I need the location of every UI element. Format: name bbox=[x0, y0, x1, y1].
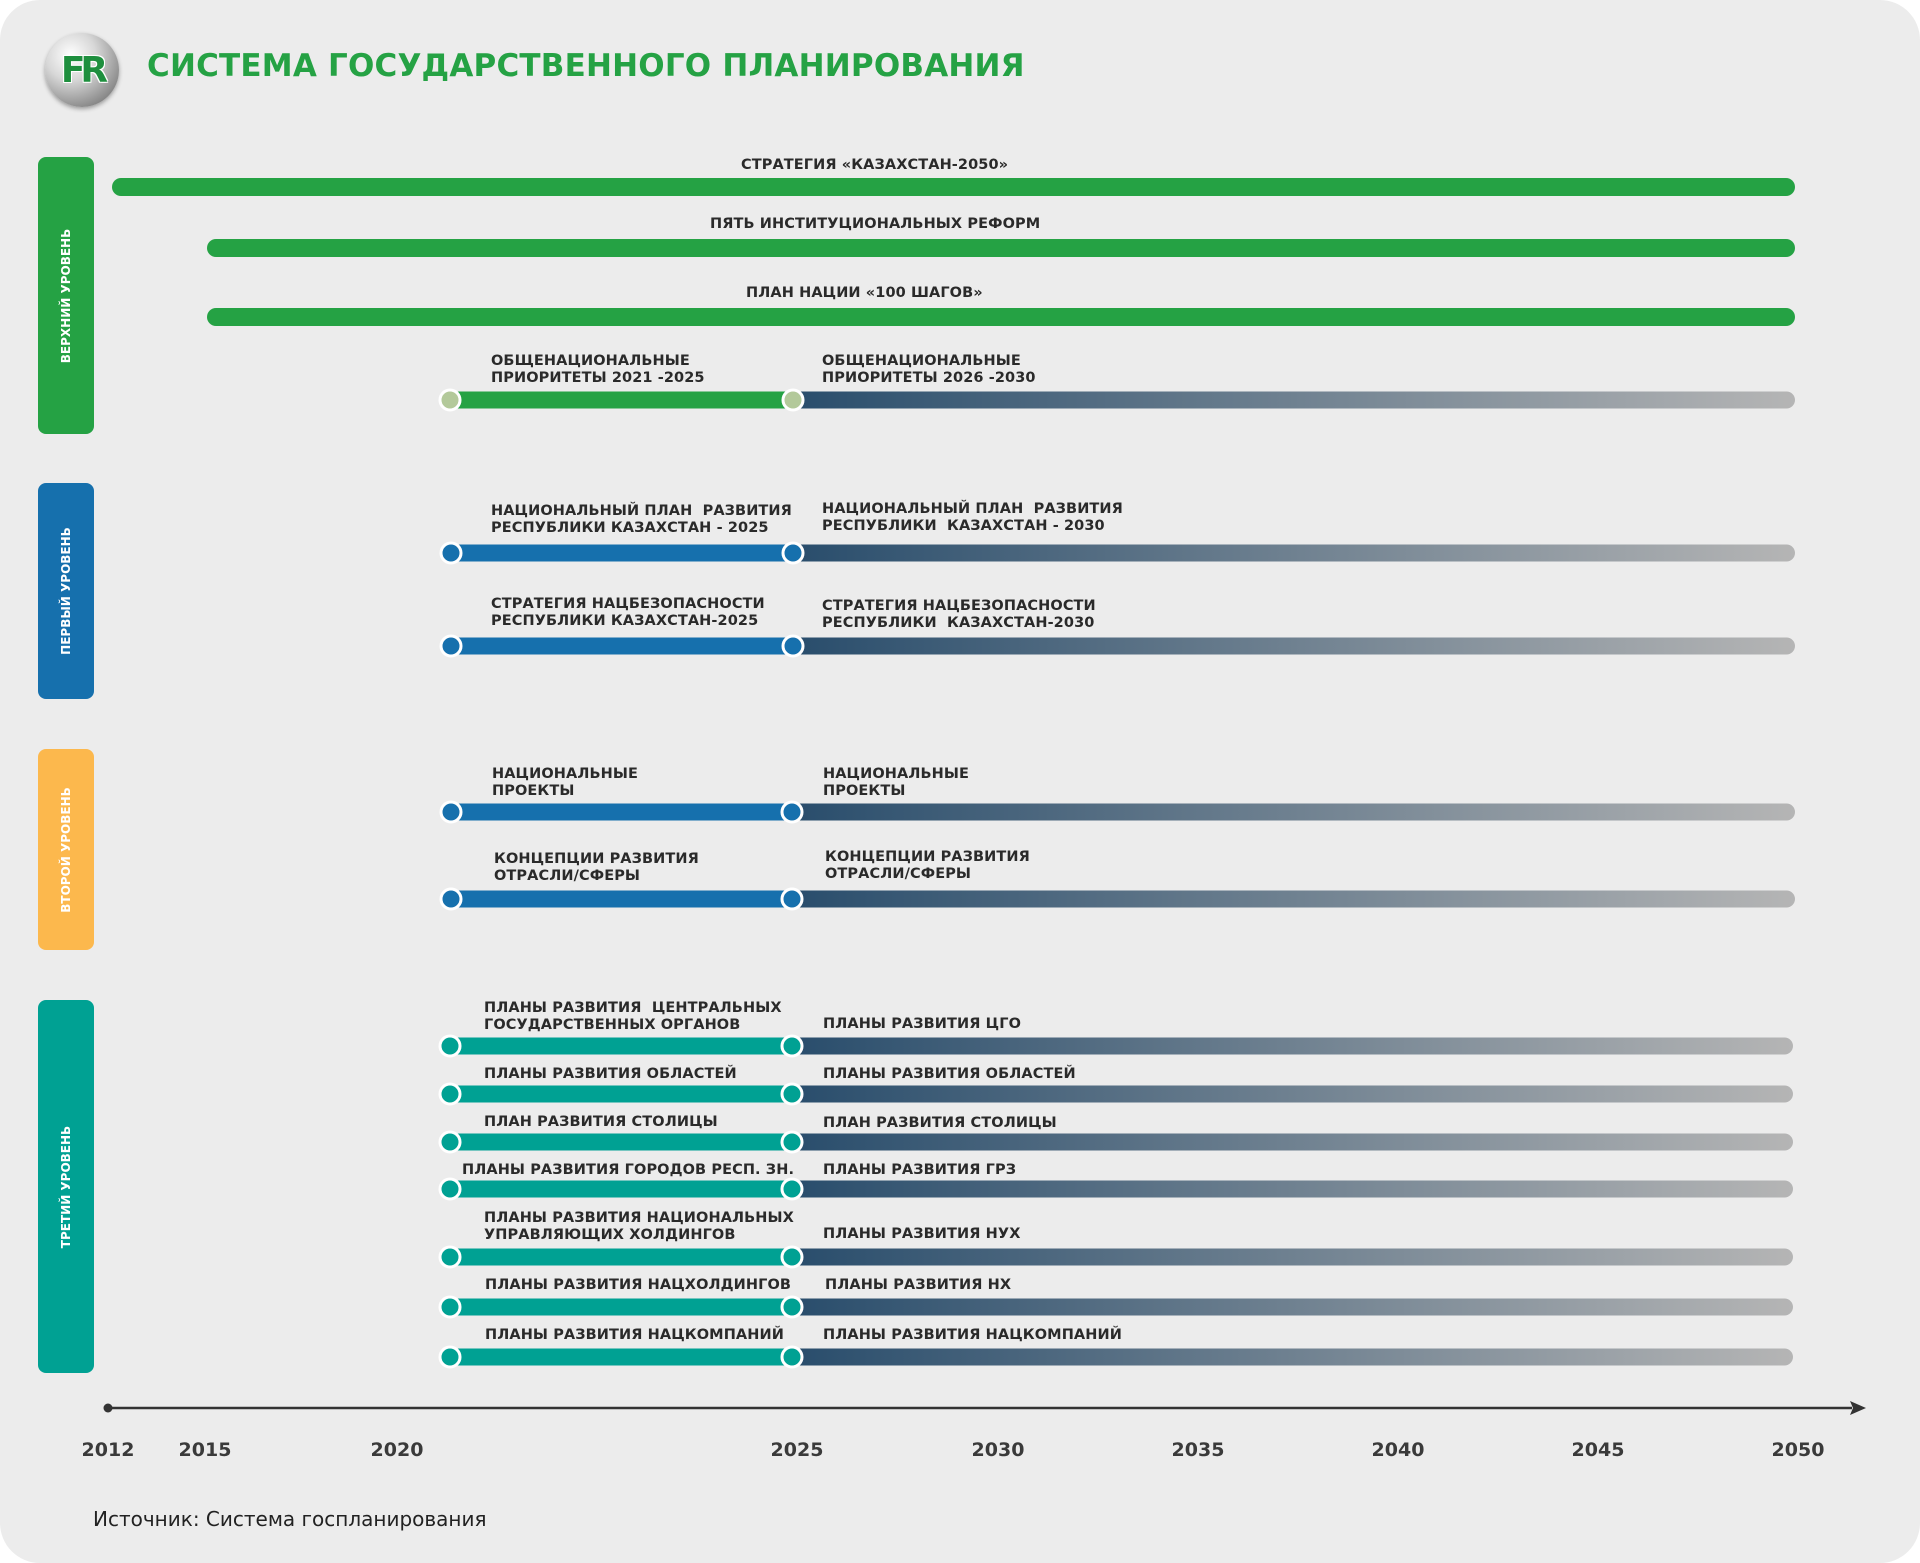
bar-left-label: ПЛАНЫ РАЗВИТИЯ НАЦХОЛДИНГОВ bbox=[485, 1277, 792, 1293]
future-period-bar bbox=[792, 1133, 1793, 1151]
bar-left-label: НАЦИОНАЛЬНЫЕ ПРОЕКТЫ bbox=[492, 766, 638, 799]
axis-tick-label: 2015 bbox=[179, 1439, 232, 1461]
bar-left-label: КОНЦЕПЦИИ РАЗВИТИЯ ОТРАСЛИ/СФЕРЫ bbox=[494, 851, 699, 884]
bar-right-label: ОБЩЕНАЦИОНАЛЬНЫЕ ПРИОРИТЕТЫ 2026 -2030 bbox=[822, 353, 1036, 386]
bar-left-label: ПЛАНЫ РАЗВИТИЯ НАЦКОМПАНИЙ bbox=[485, 1327, 784, 1343]
future-period-bar bbox=[792, 803, 1795, 821]
bar-right-label: НАЦИОНАЛЬНЫЙ ПЛАН РАЗВИТИЯ РЕСПУБЛИКИ КА… bbox=[822, 501, 1123, 534]
bar-left-label: ОБЩЕНАЦИОНАЛЬНЫЕ ПРИОРИТЕТЫ 2021 -2025 bbox=[491, 353, 705, 386]
bar-right-label: ПЛАНЫ РАЗВИТИЯ НУХ bbox=[823, 1226, 1021, 1242]
level-upper: ВЕРХНИЙ УРОВЕНЬ bbox=[38, 157, 94, 434]
bar-left-label: СТРАТЕГИЯ НАЦБЕЗОПАСНОСТИ РЕСПУБЛИКИ КАЗ… bbox=[491, 596, 765, 629]
current-period-bar bbox=[451, 803, 792, 821]
period-transition-dot bbox=[781, 541, 805, 565]
current-period-bar bbox=[450, 391, 793, 409]
period-start-dot bbox=[438, 1245, 462, 1269]
bar-left-label: ПЛАНЫ РАЗВИТИЯ ОБЛАСТЕЙ bbox=[484, 1066, 737, 1082]
bar-right-label: КОНЦЕПЦИИ РАЗВИТИЯ ОТРАСЛИ/СФЕРЫ bbox=[825, 849, 1030, 882]
bar-right-label: ПЛАНЫ РАЗВИТИЯ ГРЗ bbox=[823, 1162, 1017, 1178]
period-transition-dot bbox=[780, 800, 804, 824]
axis-tick-label: 2020 bbox=[371, 1439, 424, 1461]
period-transition-dot bbox=[780, 1245, 804, 1269]
logo-text: FR bbox=[60, 49, 108, 91]
upper-bar-label: СТРАТЕГИЯ «КАЗАХСТАН-2050» bbox=[741, 157, 1009, 173]
axis-tick-label: 2012 bbox=[82, 1439, 135, 1461]
axis-tick-label: 2030 bbox=[972, 1439, 1025, 1461]
timeline-axis-start bbox=[103, 1403, 113, 1413]
level-second: ВТОРОЙ УРОВЕНЬ bbox=[38, 749, 94, 950]
period-transition-dot bbox=[780, 887, 804, 911]
current-period-bar bbox=[451, 637, 793, 655]
current-period-bar bbox=[451, 890, 792, 908]
period-start-dot bbox=[438, 1034, 462, 1058]
level-third: ТРЕТИЙ УРОВЕНЬ bbox=[38, 1000, 94, 1373]
future-period-bar bbox=[792, 890, 1795, 908]
bar-right-label: СТРАТЕГИЯ НАЦБЕЗОПАСНОСТИ РЕСПУБЛИКИ КАЗ… bbox=[822, 598, 1096, 631]
bar-right-label: ПЛАН РАЗВИТИЯ СТОЛИЦЫ bbox=[823, 1115, 1057, 1131]
period-start-dot bbox=[438, 1082, 462, 1106]
period-start-dot bbox=[438, 1345, 462, 1369]
axis-tick-label: 2035 bbox=[1172, 1439, 1225, 1461]
period-transition-dot bbox=[780, 1082, 804, 1106]
bar-right-label: ПЛАНЫ РАЗВИТИЯ ЦГО bbox=[823, 1016, 1022, 1032]
upper-bar bbox=[207, 239, 1795, 257]
period-transition-dot bbox=[780, 1345, 804, 1369]
future-period-bar bbox=[792, 1085, 1793, 1103]
upper-bar-label: ПЛАН НАЦИИ «100 ШАГОВ» bbox=[746, 285, 983, 301]
bar-right-label: ПЛАНЫ РАЗВИТИЯ ОБЛАСТЕЙ bbox=[823, 1066, 1076, 1082]
current-period-bar bbox=[450, 1180, 792, 1198]
level-first: ПЕРВЫЙ УРОВЕНЬ bbox=[38, 483, 94, 699]
future-period-bar bbox=[793, 391, 1795, 409]
bar-right-label: ПЛАНЫ РАЗВИТИЯ НХ bbox=[825, 1277, 1012, 1293]
timeline-axis-arrow bbox=[1850, 1401, 1866, 1415]
axis-tick-label: 2040 bbox=[1372, 1439, 1425, 1461]
axis-tick-label: 2050 bbox=[1772, 1439, 1825, 1461]
current-period-bar bbox=[450, 1248, 792, 1266]
period-transition-dot bbox=[780, 1130, 804, 1154]
period-transition-dot bbox=[781, 634, 805, 658]
period-start-dot bbox=[438, 1177, 462, 1201]
period-transition-dot bbox=[780, 1295, 804, 1319]
period-transition-dot bbox=[780, 1034, 804, 1058]
period-start-dot bbox=[439, 541, 463, 565]
upper-bar-label: ПЯТЬ ИНСТИТУЦИОНАЛЬНЫХ РЕФОРМ bbox=[710, 216, 1041, 232]
future-period-bar bbox=[792, 1180, 1793, 1198]
logo-icon: FR bbox=[45, 33, 119, 107]
period-transition-dot bbox=[780, 1177, 804, 1201]
current-period-bar bbox=[450, 1348, 792, 1366]
current-period-bar bbox=[450, 1085, 792, 1103]
bar-left-label: ПЛАНЫ РАЗВИТИЯ НАЦИОНАЛЬНЫХ УПРАВЛЯЮЩИХ … bbox=[484, 1210, 794, 1243]
current-period-bar bbox=[450, 1133, 792, 1151]
period-transition-dot bbox=[781, 388, 805, 412]
axis-tick-label: 2045 bbox=[1572, 1439, 1625, 1461]
period-start-dot bbox=[438, 1130, 462, 1154]
current-period-bar bbox=[451, 544, 793, 562]
future-period-bar bbox=[793, 544, 1795, 562]
bar-left-label: ПЛАНЫ РАЗВИТИЯ ЦЕНТРАЛЬНЫХ ГОСУДАРСТВЕНН… bbox=[484, 1000, 782, 1033]
future-period-bar bbox=[792, 1298, 1793, 1316]
future-period-bar bbox=[792, 1248, 1793, 1266]
period-start-dot bbox=[439, 634, 463, 658]
upper-bar bbox=[207, 308, 1795, 326]
upper-bar bbox=[112, 178, 1795, 196]
bar-left-label: НАЦИОНАЛЬНЫЙ ПЛАН РАЗВИТИЯ РЕСПУБЛИКИ КА… bbox=[491, 503, 792, 536]
current-period-bar bbox=[450, 1037, 792, 1055]
period-start-dot bbox=[439, 887, 463, 911]
future-period-bar bbox=[792, 1348, 1793, 1366]
bar-left-label: ПЛАН РАЗВИТИЯ СТОЛИЦЫ bbox=[484, 1114, 718, 1130]
current-period-bar bbox=[450, 1298, 792, 1316]
period-start-dot bbox=[438, 1295, 462, 1319]
future-period-bar bbox=[792, 1037, 1793, 1055]
axis-tick-label: 2025 bbox=[771, 1439, 824, 1461]
page-title: СИСТЕМА ГОСУДАРСТВЕННОГО ПЛАНИРОВАНИЯ bbox=[147, 48, 1025, 84]
future-period-bar bbox=[793, 637, 1795, 655]
source-note: Источник: Система госпланирования bbox=[93, 1507, 487, 1531]
period-start-dot bbox=[439, 800, 463, 824]
bar-right-label: ПЛАНЫ РАЗВИТИЯ НАЦКОМПАНИЙ bbox=[823, 1327, 1122, 1343]
bar-right-label: НАЦИОНАЛЬНЫЕ ПРОЕКТЫ bbox=[823, 766, 969, 799]
bar-left-label: ПЛАНЫ РАЗВИТИЯ ГОРОДОВ РЕСП. ЗН. bbox=[462, 1162, 795, 1178]
period-start-dot bbox=[438, 388, 462, 412]
